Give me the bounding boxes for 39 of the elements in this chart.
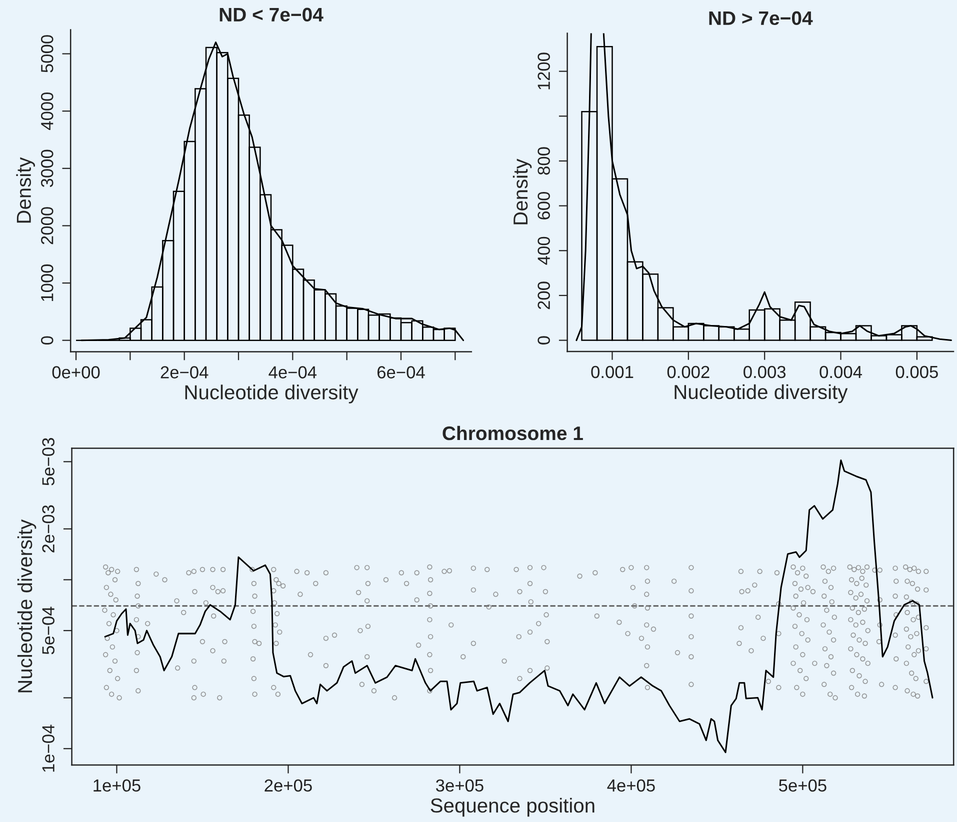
x-tick-label: 0.004 [820, 366, 862, 378]
x-tick-label: 4e−04 [268, 366, 317, 378]
y-tick-label: 1000 [40, 264, 54, 302]
chart-title: Chromosome 1 [442, 426, 583, 440]
x-tick-label: 0.005 [896, 366, 938, 378]
x-tick-label: 0.002 [667, 366, 710, 378]
y-tick-label: 1e−04 [42, 724, 54, 772]
y-tick-label: 800 [538, 147, 550, 175]
y-tick-label: 3000 [40, 150, 54, 188]
y-tick-label: 200 [538, 282, 550, 310]
y-axis-title: Density [16, 157, 35, 223]
x-tick-label: 5e+05 [779, 779, 826, 792]
y-tick-label: 2000 [40, 207, 54, 244]
y-tick-label: 0 [538, 336, 550, 344]
x-axis-title: Nucleotide diversity [674, 384, 848, 404]
y-tick-label: 5000 [40, 35, 54, 72]
x-axis-title: Nucleotide diversity [185, 384, 358, 404]
x-tick-label: 2e+05 [264, 779, 312, 792]
chart-title: ND > 7e−04 [709, 11, 813, 26]
y-tick-label: 2e−03 [42, 505, 54, 552]
y-tick-label: 0 [40, 336, 54, 344]
x-tick-label: 6e−04 [377, 366, 425, 378]
chart-title: ND < 7e−04 [220, 8, 324, 22]
x-tick-label: 4e+05 [607, 779, 655, 792]
x-tick-label: 3e+05 [436, 779, 484, 792]
y-tick-label: 5e−04 [42, 606, 54, 654]
x-axis-title: Sequence position [430, 798, 594, 817]
x-tick-label: 2e−04 [160, 366, 208, 378]
y-tick-label: 600 [538, 192, 550, 220]
y-tick-label: 4000 [40, 92, 54, 130]
y-tick-label: 5e−03 [42, 438, 54, 486]
x-tick-label: 0.003 [744, 366, 786, 378]
x-tick-label: 1e+05 [94, 779, 140, 792]
x-tick-label: 0.001 [591, 366, 634, 378]
x-tick-label: 0e+00 [52, 366, 100, 378]
y-axis-title: Nucleotide diversity [17, 519, 36, 692]
y-axis-title: Density [512, 158, 532, 224]
y-tick-label: 400 [538, 236, 550, 265]
y-tick-label: 1200 [538, 52, 550, 90]
